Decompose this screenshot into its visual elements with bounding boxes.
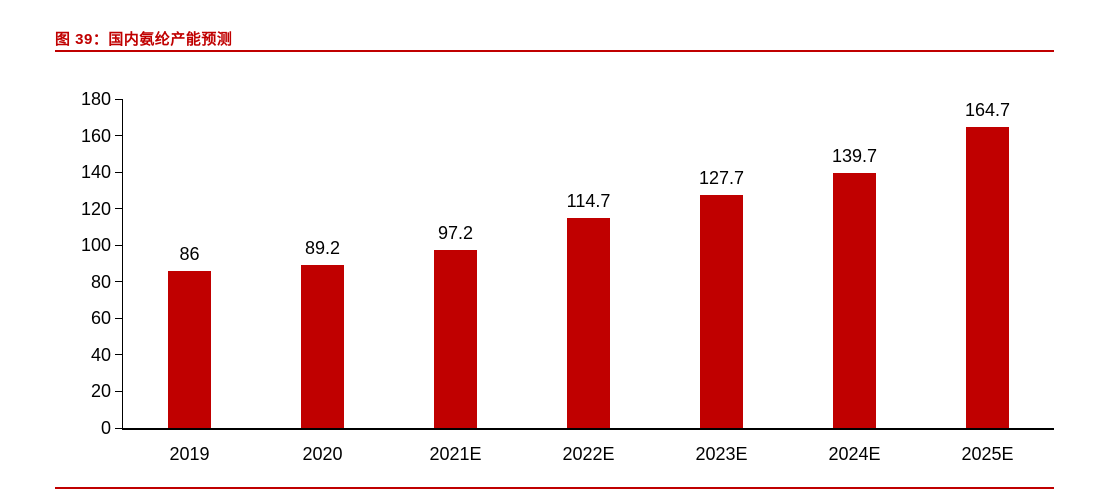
y-axis-label: 40	[90, 344, 111, 365]
y-axis-tick	[115, 171, 123, 173]
bar-value-label: 89.2	[304, 237, 341, 258]
bar-2019	[168, 270, 211, 428]
x-axis-label: 2025E	[961, 444, 1014, 464]
bar-2022E	[567, 218, 610, 428]
y-axis-label: 80	[90, 271, 111, 292]
bar-chart-plot-area: 0 20 40 60 80 100 120 140 160 180 86 2019 89.2 2020 97…	[81, 89, 1054, 464]
y-axis-tick	[115, 135, 123, 137]
y-axis-tick	[115, 390, 123, 392]
bar-2020	[301, 264, 344, 428]
bar-value-label: 86	[179, 243, 200, 264]
y-axis-label: 60	[90, 308, 111, 329]
y-axis-tick	[115, 354, 123, 356]
x-axis-label: 2023E	[695, 444, 748, 464]
y-axis-tick	[115, 317, 123, 319]
y-axis-tick	[115, 427, 123, 429]
x-axis-label: 2022E	[562, 444, 615, 464]
bar-value-label: 164.7	[964, 99, 1011, 120]
x-axis-label: 2021E	[429, 444, 482, 464]
y-axis-label: 140	[80, 162, 111, 183]
figure-bottom-rule	[55, 487, 1054, 489]
y-axis-label: 0	[100, 418, 111, 438]
bar-2025E	[966, 126, 1009, 428]
y-axis-tick	[115, 281, 123, 283]
figure-title: 图 39：国内氨纶产能预测	[55, 31, 233, 48]
bar-2021E	[434, 250, 477, 428]
y-axis-label: 160	[80, 125, 111, 146]
bar-value-label: 139.7	[831, 145, 878, 166]
y-axis-tick	[115, 98, 123, 100]
bar-value-label: 114.7	[566, 191, 611, 212]
y-axis-label: 120	[80, 198, 111, 219]
title-underline-rule	[55, 50, 1054, 52]
y-axis-tick	[115, 208, 123, 210]
x-axis-label: 2020	[302, 444, 343, 464]
y-axis-label: 20	[90, 381, 111, 402]
bar-2023E	[700, 194, 743, 428]
y-axis-label: 100	[80, 235, 111, 256]
y-axis-label: 180	[80, 89, 111, 109]
bar-value-label: 127.7	[698, 167, 745, 188]
y-axis-tick	[115, 244, 123, 246]
x-axis-label: 2019	[169, 444, 210, 464]
x-axis-label: 2024E	[828, 444, 881, 464]
bar-2024E	[833, 172, 876, 428]
bar-value-label: 97.2	[437, 223, 474, 244]
